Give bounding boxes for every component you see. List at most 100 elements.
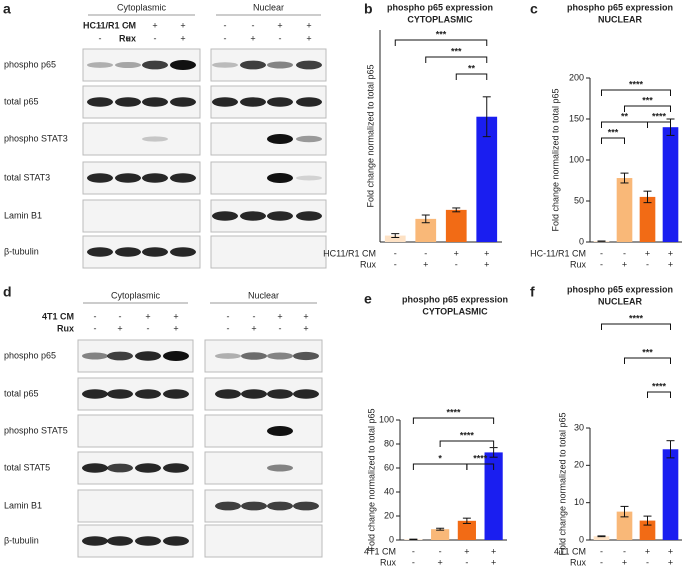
chart-subtitle: CYTOPLASMIC: [422, 306, 488, 316]
blot-band: [87, 173, 113, 183]
condition-sign: -: [127, 20, 130, 30]
blot-band: [212, 62, 238, 68]
condition-sign: +: [152, 20, 157, 30]
condition-sign: +: [251, 323, 256, 333]
blot-header: Cytoplasmic: [111, 290, 161, 300]
condition-sign: +: [173, 311, 178, 321]
condition-sign: +: [491, 546, 496, 556]
blot-band: [142, 60, 168, 70]
significance-bracket: [412, 417, 495, 424]
condition-sign: +: [303, 323, 308, 333]
blot-row-label: phospho STAT3: [4, 133, 68, 143]
blot-row-label: total p65: [4, 96, 39, 106]
blot-row-label: phospho STAT5: [4, 425, 68, 435]
blot-band: [135, 389, 161, 399]
panel-letter: f: [530, 284, 535, 300]
significance-bracket: [647, 391, 671, 398]
condition-sign: +: [306, 20, 311, 30]
y-tick-label: 10: [574, 497, 584, 507]
condition-sign: +: [484, 259, 489, 269]
blot-band: [267, 211, 293, 221]
significance-label: ****: [652, 111, 667, 121]
blot-band: [296, 97, 322, 107]
condition-label: Rux: [380, 557, 397, 567]
panel-letter: c: [530, 1, 538, 17]
blot-frame: [204, 414, 323, 448]
significance-bracket: [466, 463, 495, 470]
bar: [445, 209, 467, 242]
blot-band: [107, 463, 133, 473]
blot-band: [293, 351, 319, 361]
blot-band: [267, 426, 293, 436]
blot-band: [296, 60, 322, 70]
condition-label: 4T1 CM: [554, 546, 586, 556]
condition-sign: +: [180, 33, 185, 43]
bar: [484, 452, 503, 540]
blot-row-label: phospho p65: [4, 59, 56, 69]
y-tick-label: 0: [389, 534, 394, 544]
significance-label: ****: [629, 79, 644, 89]
condition-sign: +: [668, 557, 673, 567]
condition-label: HC11/R1 CM: [323, 248, 376, 258]
error-bar: [482, 96, 491, 138]
significance-bracket: [439, 440, 495, 447]
blot-band: [241, 389, 267, 399]
condition-sign: -: [394, 259, 397, 269]
bar: [662, 449, 679, 540]
condition-label: 4T1 CM: [42, 311, 74, 321]
blot-frame: [82, 199, 201, 233]
condition-sign: -: [600, 546, 603, 556]
significance-bracket: [455, 73, 488, 80]
blot-band: [240, 97, 266, 107]
significance-label: *: [438, 453, 442, 463]
condition-sign: -: [99, 33, 102, 43]
condition-sign: -: [455, 259, 458, 269]
condition-sign: +: [306, 33, 311, 43]
blot-band: [142, 247, 168, 257]
y-axis-label: Fold change normalized to total p65: [366, 408, 376, 551]
y-tick-label: 60: [384, 462, 394, 472]
blot-band: [212, 211, 238, 221]
blot-band: [107, 536, 133, 546]
blot-frame: [210, 235, 327, 269]
y-tick-label: 0: [579, 534, 584, 544]
significance-label: **: [621, 111, 629, 121]
condition-label: Rux: [57, 323, 74, 333]
y-tick-label: 200: [569, 72, 584, 82]
error-bar: [643, 515, 652, 526]
blot-band: [267, 97, 293, 107]
blot-band: [240, 211, 266, 221]
blot-band: [267, 134, 293, 144]
condition-sign: +: [464, 546, 469, 556]
condition-sign: +: [622, 259, 627, 269]
panel-letter: a: [3, 1, 11, 17]
blot-band: [115, 61, 141, 69]
condition-sign: +: [437, 557, 442, 567]
condition-sign: -: [227, 323, 230, 333]
condition-sign: +: [668, 546, 673, 556]
blot-frame: [82, 122, 201, 156]
blot-band: [267, 352, 293, 360]
condition-label: HC11/R1 CM: [83, 20, 136, 30]
chart-title: phospho p65 expression: [567, 2, 673, 12]
blot-band: [267, 464, 293, 472]
condition-sign: -: [279, 323, 282, 333]
blot-row-label: Lamin B1: [4, 210, 42, 220]
blot-band: [163, 463, 189, 473]
blot-header: Cytoplasmic: [117, 2, 167, 12]
blot-band: [293, 501, 319, 511]
condition-sign: -: [412, 546, 415, 556]
condition-sign: -: [99, 20, 102, 30]
error-bar: [643, 190, 652, 204]
blot-band: [115, 173, 141, 183]
blot-row-label: phospho p65: [4, 350, 56, 360]
condition-sign: -: [646, 557, 649, 567]
condition-sign: +: [645, 546, 650, 556]
condition-label: Rux: [119, 33, 136, 43]
blot-band: [240, 60, 266, 70]
condition-sign: -: [279, 33, 282, 43]
blot-header: Nuclear: [253, 2, 284, 12]
blot-band: [107, 389, 133, 399]
condition-sign: +: [668, 248, 673, 258]
condition-sign: -: [623, 248, 626, 258]
